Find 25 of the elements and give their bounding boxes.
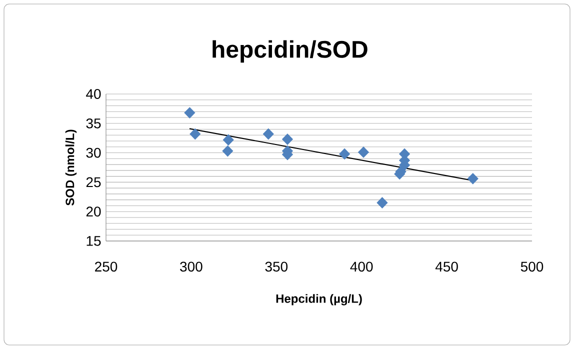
point bbox=[376, 197, 388, 208]
x-tick-label: 500 bbox=[520, 262, 544, 272]
point bbox=[339, 148, 350, 160]
point bbox=[190, 128, 201, 140]
y-tick-label: 25 bbox=[86, 177, 101, 188]
x-tick-label: 400 bbox=[350, 262, 373, 272]
y-tick-label: 40 bbox=[86, 89, 101, 99]
x-tick-label: 250 bbox=[95, 262, 118, 272]
x-tick-label: 300 bbox=[180, 262, 202, 272]
y-tick-label: 15 bbox=[86, 236, 101, 246]
point bbox=[282, 134, 293, 145]
point bbox=[184, 107, 196, 118]
y-tick-label: 30 bbox=[86, 148, 101, 158]
point bbox=[467, 173, 478, 184]
point bbox=[222, 134, 234, 146]
y-tick-label: 20 bbox=[86, 206, 101, 217]
x-tick-label: 350 bbox=[265, 262, 288, 272]
x-axis-title: Hepcidin (µg/L) bbox=[276, 294, 362, 306]
chart-title: hepcidin/SOD bbox=[212, 40, 368, 63]
point bbox=[262, 128, 274, 140]
x-tick-label: 450 bbox=[435, 262, 458, 272]
y-axis-title: SOD (nmol/L) bbox=[65, 130, 77, 206]
point bbox=[222, 145, 234, 157]
point bbox=[358, 146, 369, 158]
y-tick-label: 35 bbox=[86, 118, 101, 128]
